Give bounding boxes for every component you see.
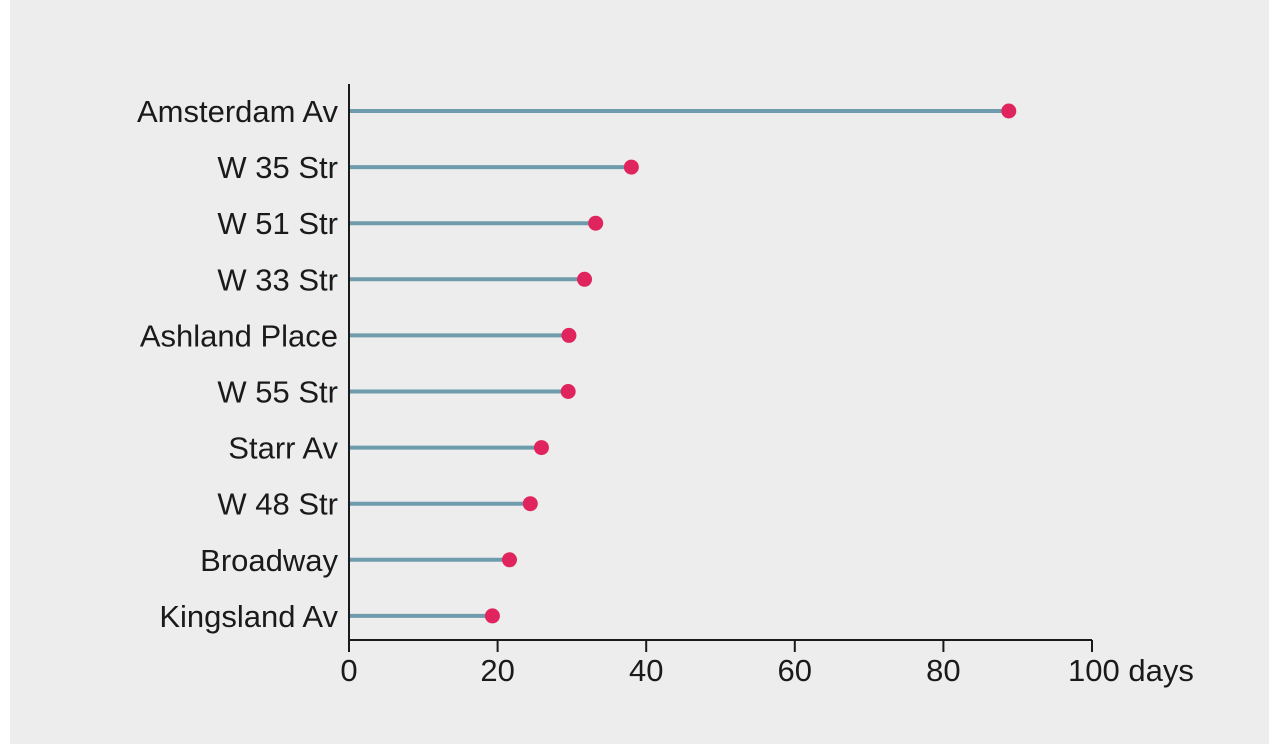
dot-8 (501, 552, 517, 568)
dot-0 (1001, 103, 1017, 119)
category-label-2: W 51 Str (217, 206, 338, 241)
dot-3 (577, 271, 593, 287)
x-tick-label-4: 80 (926, 653, 960, 688)
dot-6 (533, 440, 549, 456)
category-label-5: W 55 Str (217, 375, 338, 410)
category-label-9: Kingsland Av (159, 599, 338, 634)
category-label-1: W 35 Str (217, 150, 338, 185)
stems-layer (349, 109, 1009, 618)
dot-5 (560, 384, 576, 399)
dot-1 (623, 159, 639, 175)
category-label-6: Starr Av (228, 431, 338, 466)
category-label-4: Ashland Place (140, 318, 338, 353)
dot-4 (561, 327, 577, 343)
category-label-8: Broadway (200, 543, 338, 578)
category-labels: Amsterdam Av W 35 Str W 51 Str W 33 Str Ashl… (137, 94, 339, 634)
dot-2 (588, 215, 604, 231)
category-label-0: Amsterdam Av (137, 94, 339, 129)
dot-7 (522, 496, 538, 512)
dots-layer (484, 103, 1017, 624)
x-tick-label-1: 20 (480, 653, 514, 688)
category-label-7: W 48 Str (217, 487, 338, 522)
x-tick-label-5: 100 days (1068, 653, 1194, 688)
x-tick-label-0: 0 (340, 653, 357, 688)
chart-panel (10, 0, 1269, 744)
x-axis: 0 20 40 60 80 100 days (340, 84, 1194, 688)
x-tick-label-2: 40 (629, 653, 663, 688)
category-label-3: W 33 Str (217, 262, 338, 297)
dot-9 (484, 608, 500, 624)
x-tick-label-3: 60 (778, 653, 812, 688)
